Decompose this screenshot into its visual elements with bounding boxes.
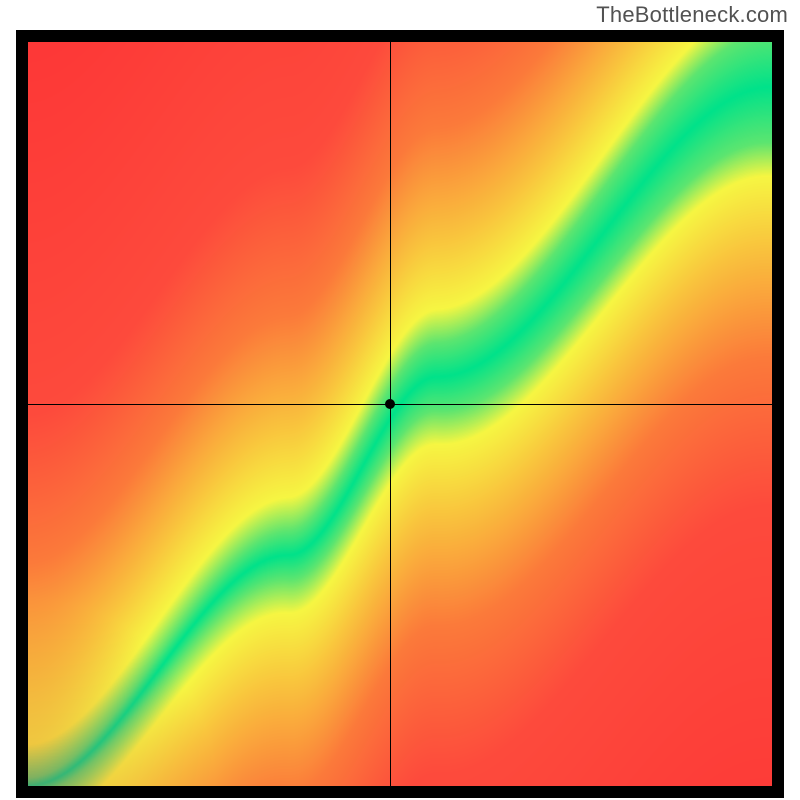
heatmap-canvas	[28, 42, 772, 786]
heatmap-plot-area	[28, 42, 772, 786]
crosshair-horizontal	[28, 404, 772, 405]
crosshair-vertical	[390, 42, 391, 786]
attribution-text: TheBottleneck.com	[596, 2, 788, 28]
plot-frame	[16, 30, 784, 798]
crosshair-marker-dot	[385, 399, 395, 409]
